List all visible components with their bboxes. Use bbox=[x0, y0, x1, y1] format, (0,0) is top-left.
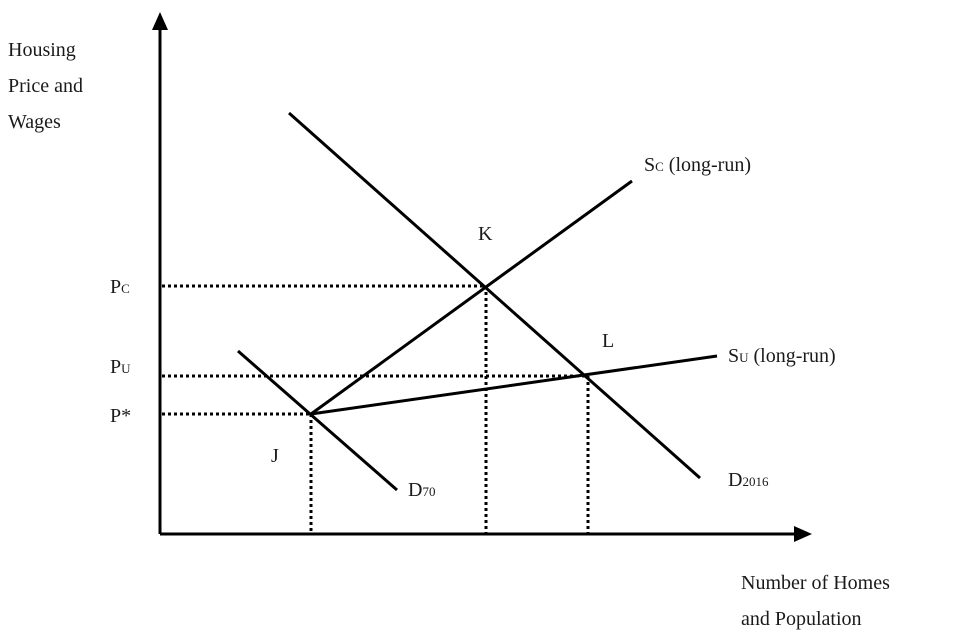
supply-c-curve bbox=[310, 179, 633, 416]
demand-2016-curve bbox=[288, 111, 701, 480]
point-j-label: J bbox=[271, 445, 279, 467]
point-l-label: L bbox=[602, 330, 614, 352]
x-axis-arrowhead bbox=[794, 526, 812, 542]
y-axis-arrowhead bbox=[152, 12, 168, 30]
price-level-pstar: P* bbox=[110, 405, 131, 427]
y-axis-label: Housing Price and Wages bbox=[8, 39, 88, 133]
point-k-label: K bbox=[478, 223, 493, 245]
x-axis-label: Number of Homes and Population bbox=[741, 572, 895, 630]
supply-c-label: SC (long-run) bbox=[644, 154, 751, 176]
demand-70-label: D70 bbox=[408, 479, 435, 501]
supply-u-curve bbox=[310, 354, 718, 416]
supply-u-label: SU (long-run) bbox=[728, 345, 836, 367]
price-level-pc: PC bbox=[110, 276, 130, 298]
demand-2016-label: D2016 bbox=[728, 469, 769, 491]
price-level-pu: PU bbox=[110, 356, 131, 378]
demand-70-curve bbox=[237, 349, 398, 492]
